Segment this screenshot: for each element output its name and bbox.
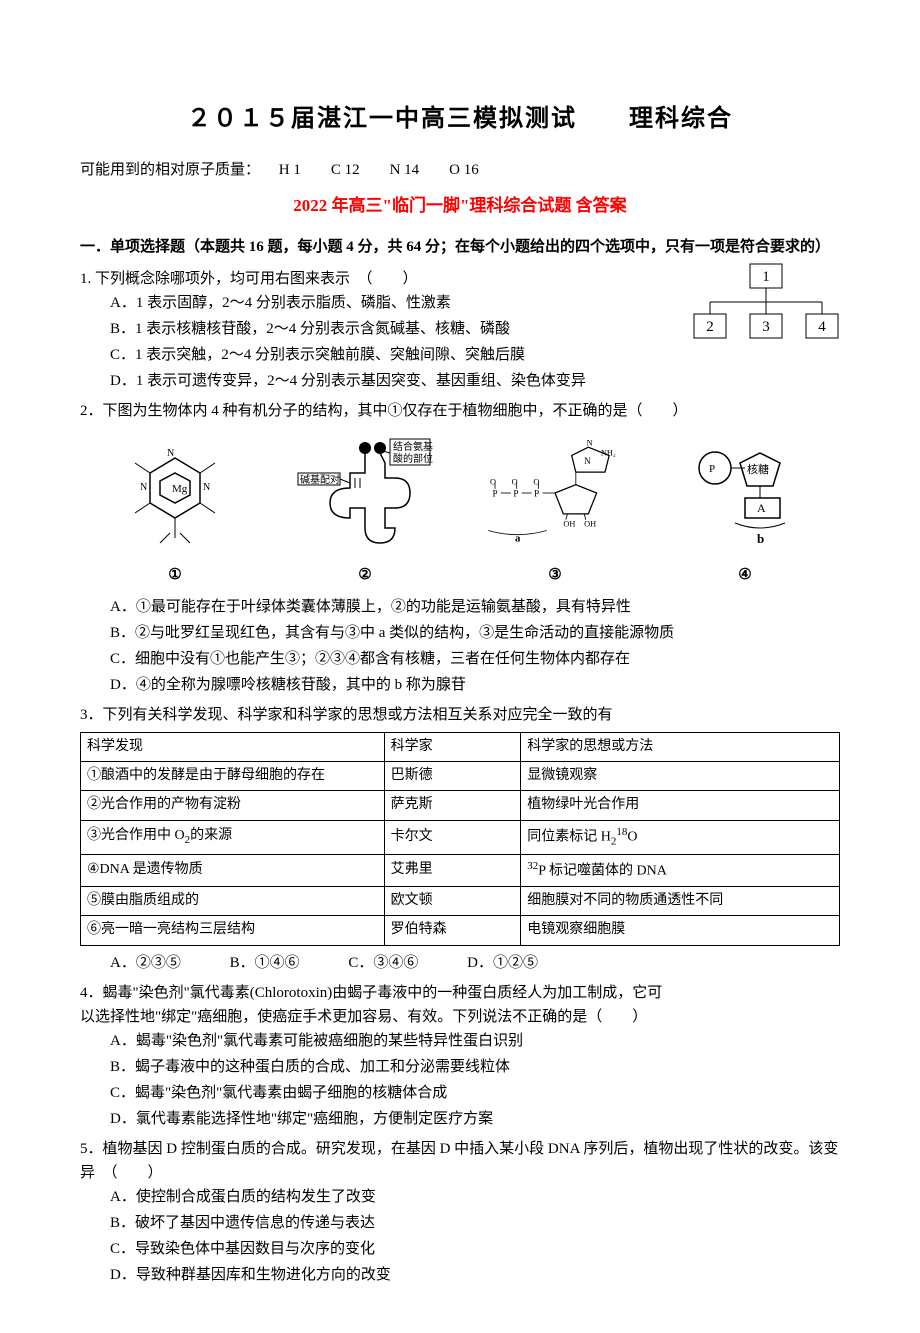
svg-text:结合氨基: 结合氨基 [393, 440, 433, 453]
q4-stem-2: 以选择性地"绑定"癌细胞，使癌症手术更加容易、有效。下列说法不正确的是（ ） [80, 1005, 840, 1029]
q2-option-c: C．细胞中没有①也能产生③；②③④都含有核糖，三者在任何生物体内都存在 [80, 647, 840, 671]
cell: 细胞膜对不同的物质通透性不同 [521, 886, 840, 915]
question-4: 4．蝎毒"染色剂"氯代毒素(Chlorotoxin)由蝎子毒液中的一种蛋白质经人… [80, 981, 840, 1131]
svg-text:3: 3 [762, 319, 770, 335]
q3-table: 科学发现 科学家 科学家的思想或方法 ①酿酒中的发酵是由于酵母细胞的存在 巴斯德… [80, 732, 840, 946]
question-2: 2．下图为生物体内 4 种有机分子的结构，其中①仅存在于植物细胞中，不正确的是（… [80, 399, 840, 697]
q1-option-d: D．1 表示可遗传变异，2～4 分别表示基因突变、基因重组、染色体变异 [80, 369, 840, 393]
table-row: ①酿酒中的发酵是由于酵母细胞的存在 巴斯德 显微镜观察 [81, 761, 840, 790]
th-2: 科学家 [384, 732, 521, 761]
q2-option-d: D．④的全称为腺嘌呤核糖核苷酸，其中的 b 称为腺苷 [80, 673, 840, 697]
tree-diagram: 1 2 3 4 [690, 262, 840, 350]
cell: 植物绿叶光合作用 [521, 791, 840, 820]
svg-text:N: N [203, 482, 210, 493]
svg-text:b: b [757, 531, 764, 546]
q3-option-b: B．①④⑥ [230, 951, 300, 975]
q3-option-a: A．②③⑤ [110, 951, 181, 975]
svg-text:N: N [587, 438, 593, 447]
svg-text:P: P [709, 463, 715, 475]
atomic-mass-values: H 1 C 12 N 14 O 16 [264, 162, 479, 178]
svg-text:N: N [167, 448, 174, 459]
svg-text:Mg: Mg [172, 483, 188, 495]
svg-text:A: A [757, 501, 766, 515]
q2-stem: 2．下图为生物体内 4 种有机分子的结构，其中①仅存在于植物细胞中，不正确的是（… [80, 399, 840, 423]
svg-text:OH: OH [563, 519, 575, 528]
q5-option-a: A．使控制合成蛋白质的结构发生了改变 [80, 1185, 840, 1209]
svg-text:N: N [584, 455, 591, 465]
cell: ⑥亮一暗一亮结构三层结构 [81, 916, 385, 945]
table-header-row: 科学发现 科学家 科学家的思想或方法 [81, 732, 840, 761]
label-4: ④ [670, 563, 820, 587]
cell: 艾弗里 [384, 854, 521, 886]
atomic-mass-line: 可能用到的相对原子质量： H 1 C 12 N 14 O 16 [80, 158, 840, 182]
molecule-4: P 核糖 A b [670, 433, 820, 553]
q3-option-c: C．③④⑥ [348, 951, 418, 975]
q5-option-b: B．破坏了基因中遗传信息的传递与表达 [80, 1211, 840, 1235]
cell: 同位素标记 H218O [521, 820, 840, 854]
svg-text:NH₂: NH₂ [601, 448, 616, 457]
tree-svg: 1 2 3 4 [690, 262, 840, 342]
th-1: 科学发现 [81, 732, 385, 761]
main-title: ２０１５届湛江一中高三模拟测试 理科综合 [80, 100, 840, 138]
cell: ①酿酒中的发酵是由于酵母细胞的存在 [81, 761, 385, 790]
cell: 萨克斯 [384, 791, 521, 820]
atomic-mass-label: 可能用到的相对原子质量： [80, 162, 260, 178]
svg-text:碱基配对: 碱基配对 [300, 473, 340, 486]
cell: 欧文顿 [384, 886, 521, 915]
cell: 罗伯特森 [384, 916, 521, 945]
section-1-header: 一．单项选择题（本题共 16 题，每小题 4 分，共 64 分；在每个小题给出的… [80, 235, 840, 259]
svg-text:P: P [534, 488, 539, 498]
molecule-2: 结合氨基 酸的部位 碱基配对 [290, 433, 440, 553]
q2-option-b: B．②与吡罗红呈现红色，其含有与③中 a 类似的结构，③是生命活动的直接能源物质 [80, 621, 840, 645]
svg-text:1: 1 [762, 269, 770, 285]
cell: ④DNA 是遗传物质 [81, 854, 385, 886]
q4-stem-1: 4．蝎毒"染色剂"氯代毒素(Chlorotoxin)由蝎子毒液中的一种蛋白质经人… [80, 981, 840, 1005]
cell: 32P 标记噬菌体的 DNA [521, 854, 840, 886]
cell: 显微镜观察 [521, 761, 840, 790]
label-2: ② [290, 563, 440, 587]
q5-option-d: D．导致种群基因库和生物进化方向的改变 [80, 1263, 840, 1287]
question-3: 3．下列有关科学发现、科学家和科学家的思想或方法相互关系对应完全一致的有 科学发… [80, 703, 840, 975]
q3-stem: 3．下列有关科学发现、科学家和科学家的思想或方法相互关系对应完全一致的有 [80, 703, 840, 727]
svg-text:4: 4 [818, 319, 826, 335]
cell: ②光合作用的产物有淀粉 [81, 791, 385, 820]
table-row: ③光合作用中 O2的来源 卡尔文 同位素标记 H218O [81, 820, 840, 854]
molecule-labels: ① ② ③ ④ [80, 563, 840, 587]
q4-option-d: D．氯代毒素能选择性地"绑定"癌细胞，方便制定医疗方案 [80, 1107, 840, 1131]
question-1: 1 2 3 4 1. 下列概念除哪项外，均可用右图来表示 （ ） A．1 表示固… [80, 267, 840, 393]
table-row: ④DNA 是遗传物质 艾弗里 32P 标记噬菌体的 DNA [81, 854, 840, 886]
svg-text:P: P [493, 488, 498, 498]
svg-text:酸的部位: 酸的部位 [393, 452, 433, 465]
svg-text:P: P [513, 488, 518, 498]
red-subtitle: 2022 年高三"临门一脚"理科综合试题 含答案 [80, 192, 840, 219]
svg-text:2: 2 [706, 319, 714, 335]
table-row: ②光合作用的产物有淀粉 萨克斯 植物绿叶光合作用 [81, 791, 840, 820]
th-3: 科学家的思想或方法 [521, 732, 840, 761]
svg-text:OH: OH [584, 519, 596, 528]
q2-option-a: A．①最可能存在于叶绿体类囊体薄膜上，②的功能是运输氨基酸，具有特异性 [80, 595, 840, 619]
cell: 卡尔文 [384, 820, 521, 854]
cell: 电镜观察细胞膜 [521, 916, 840, 945]
cell: 巴斯德 [384, 761, 521, 790]
q3-options: A．②③⑤ B．①④⑥ C．③④⑥ D．①②⑤ [80, 951, 840, 975]
label-1: ① [100, 563, 250, 587]
q5-stem: 5．植物基因 D 控制蛋白质的合成。研究发现，在基因 D 中插入某小段 DNA … [80, 1137, 840, 1185]
svg-text:核糖: 核糖 [747, 462, 769, 476]
cell: ③光合作用中 O2的来源 [81, 820, 385, 854]
svg-text:a: a [515, 532, 521, 544]
q4-option-a: A．蝎毒"染色剂"氯代毒素可能被癌细胞的某些特异性蛋白识别 [80, 1029, 840, 1053]
question-5: 5．植物基因 D 控制蛋白质的合成。研究发现，在基因 D 中插入某小段 DNA … [80, 1137, 840, 1287]
molecule-images-row: Mg N N N 结合氨基 酸的部位 [80, 433, 840, 553]
table-row: ⑤膜由脂质组成的 欧文顿 细胞膜对不同的物质通透性不同 [81, 886, 840, 915]
molecule-3: N NH₂ N OH OH P P P O O O [480, 433, 630, 553]
label-3: ③ [480, 563, 630, 587]
q4-option-c: C．蝎毒"染色剂"氯代毒素由蝎子细胞的核糖体合成 [80, 1081, 840, 1105]
table-row: ⑥亮一暗一亮结构三层结构 罗伯特森 电镜观察细胞膜 [81, 916, 840, 945]
q4-option-b: B．蝎子毒液中的这种蛋白质的合成、加工和分泌需要线粒体 [80, 1055, 840, 1079]
molecule-1: Mg N N N [100, 433, 250, 553]
svg-text:N: N [140, 482, 147, 493]
q5-option-c: C．导致染色体中基因数目与次序的变化 [80, 1237, 840, 1261]
q3-option-d: D．①②⑤ [467, 951, 538, 975]
cell: ⑤膜由脂质组成的 [81, 886, 385, 915]
